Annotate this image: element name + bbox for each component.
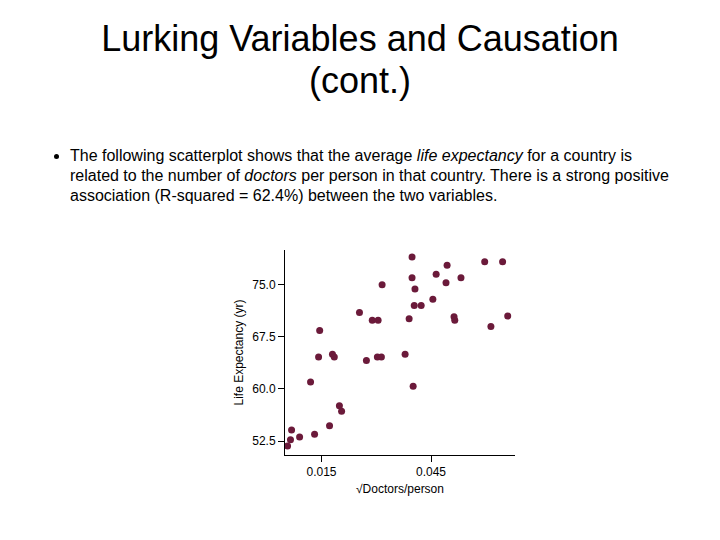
svg-text:0.045: 0.045: [416, 465, 446, 479]
svg-text:Life Expectancy (yr): Life Expectancy (yr): [232, 299, 246, 405]
svg-text:0.015: 0.015: [306, 465, 336, 479]
html-text:The following scatterplot show: The following scatterplot shows that the…: [70, 147, 669, 204]
svg-text:√Doctors/person: √Doctors/person: [356, 482, 444, 496]
html-text:Lurking Variables and Causatio: Lurking Variables and Causation (cont.): [101, 18, 619, 101]
svg-text:67.5: 67.5: [252, 330, 276, 344]
svg-text:52.5: 52.5: [252, 434, 276, 448]
svg-text:60.0: 60.0: [252, 382, 276, 396]
svg-text:75.0: 75.0: [252, 278, 276, 292]
